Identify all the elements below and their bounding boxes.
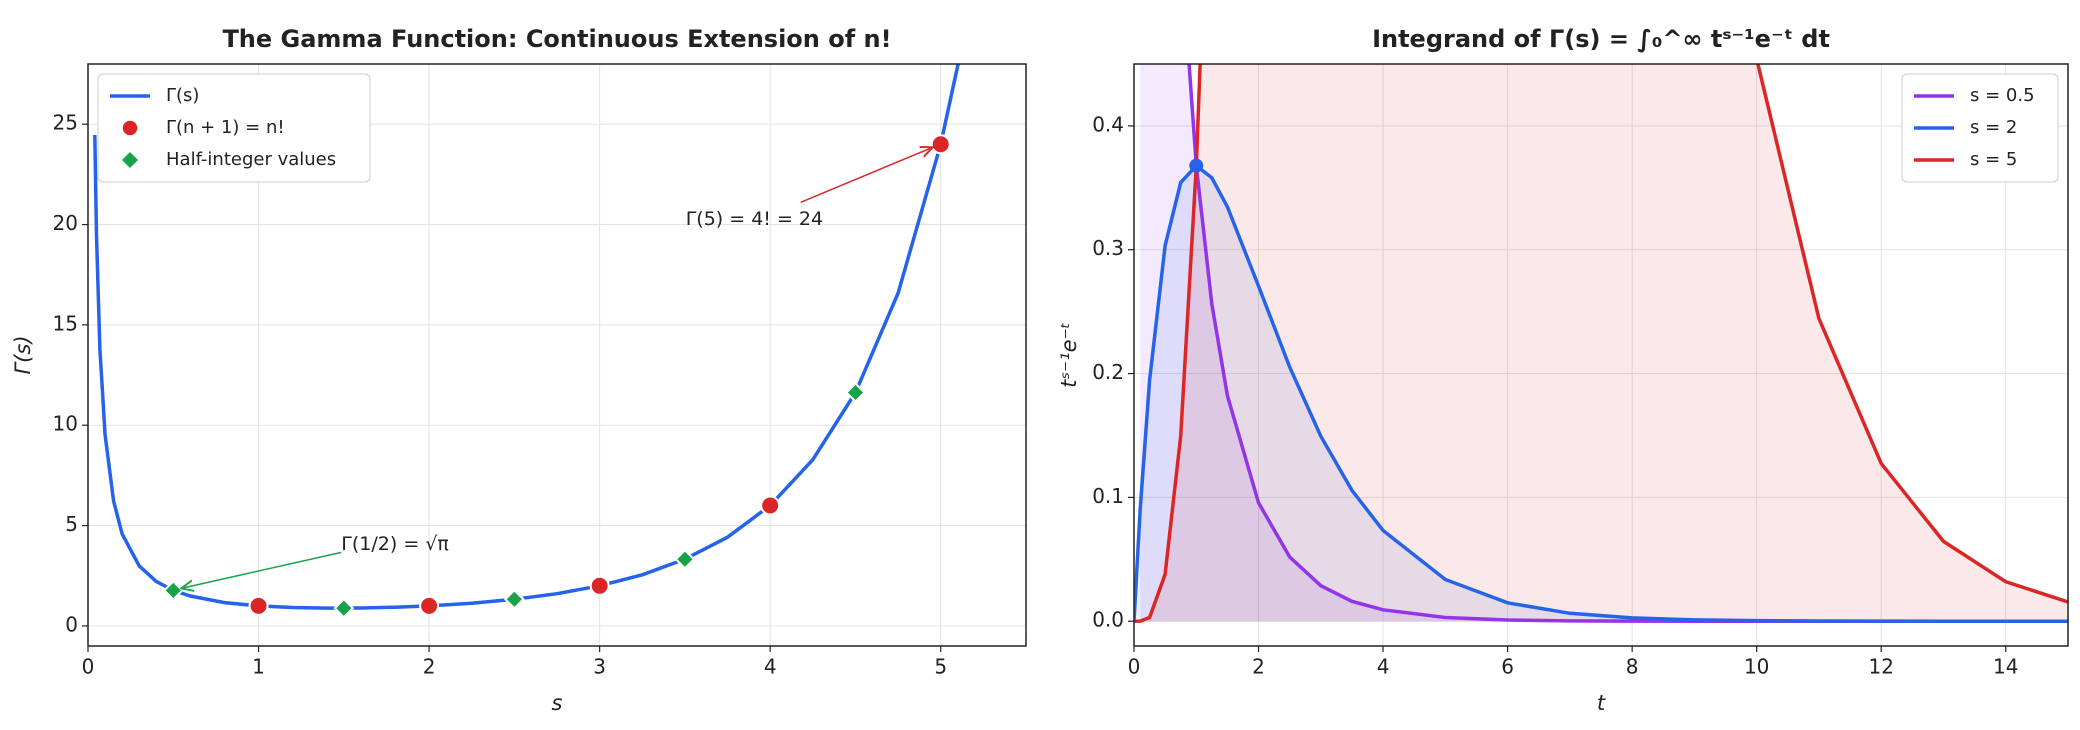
y-tick-label: 0.1 bbox=[1092, 484, 1124, 508]
chart-title: The Gamma Function: Continuous Extension… bbox=[222, 25, 891, 53]
point bbox=[930, 134, 951, 155]
point bbox=[333, 597, 355, 619]
x-tick-label: 2 bbox=[423, 655, 436, 679]
axes-frame bbox=[87, 63, 1027, 647]
line bbox=[1134, 163, 2068, 623]
x-axis-label: s bbox=[552, 691, 563, 715]
y-tick-label: 15 bbox=[53, 311, 78, 335]
point bbox=[674, 548, 696, 570]
legend-swatch bbox=[122, 152, 138, 168]
point bbox=[589, 575, 610, 596]
point bbox=[760, 495, 781, 516]
legend-label: Γ(s) bbox=[166, 85, 199, 106]
x-tick-label: 0 bbox=[1128, 655, 1141, 679]
x-tick-label: 4 bbox=[764, 655, 777, 679]
point bbox=[162, 579, 184, 601]
annotation-arrow bbox=[181, 551, 342, 588]
x-tick-label: 12 bbox=[1868, 655, 1893, 679]
annotation-arrow bbox=[800, 147, 933, 203]
x-tick-label: 0 bbox=[82, 655, 95, 679]
legend-label: s = 0.5 bbox=[1970, 85, 2035, 106]
x-tick-label: 14 bbox=[1993, 655, 2018, 679]
x-tick-label: 8 bbox=[1626, 655, 1639, 679]
legend-label: Γ(n + 1) = n! bbox=[166, 117, 285, 138]
y-tick-label: 20 bbox=[53, 211, 78, 235]
legend-label: s = 2 bbox=[1970, 117, 2017, 138]
y-tick-label: 10 bbox=[53, 412, 78, 436]
x-tick-label: 4 bbox=[1377, 655, 1390, 679]
y-tick-label: 0 bbox=[65, 612, 78, 636]
chart-title: Integrand of Γ(s) = ∫₀^∞ tˢ⁻¹e⁻ᵗ dt bbox=[1372, 25, 1830, 53]
axes-frame bbox=[1133, 63, 2069, 647]
y-tick-label: 0.3 bbox=[1092, 236, 1124, 260]
legend-label: Half-integer values bbox=[166, 149, 336, 170]
legend-swatch bbox=[121, 119, 139, 137]
point bbox=[503, 588, 525, 610]
line bbox=[93, 64, 960, 610]
legend-box bbox=[97, 73, 371, 183]
legend-label: s = 5 bbox=[1970, 149, 2017, 170]
y-tick-label: 0.2 bbox=[1092, 360, 1124, 384]
legend-box bbox=[1901, 73, 2059, 183]
x-tick-label: 10 bbox=[1744, 655, 1769, 679]
area-fill bbox=[1134, 64, 2068, 622]
annotation: Γ(5) = 4! = 24 bbox=[686, 208, 823, 230]
x-tick-label: 1 bbox=[252, 655, 265, 679]
y-tick-label: 5 bbox=[65, 512, 78, 536]
x-axis-label: t bbox=[1597, 691, 1606, 715]
y-tick-label: 0.4 bbox=[1092, 112, 1124, 136]
plot-area bbox=[93, 64, 960, 610]
x-tick-label: 2 bbox=[1252, 655, 1265, 679]
annotation: Γ(1/2) = √π bbox=[341, 533, 449, 555]
x-tick-label: 6 bbox=[1501, 655, 1514, 679]
point bbox=[248, 595, 269, 616]
x-tick-label: 3 bbox=[593, 655, 606, 679]
plot-area bbox=[1134, 64, 2068, 623]
y-tick-label: 0.0 bbox=[1092, 608, 1124, 632]
y-axis-label: Γ(s) bbox=[11, 335, 35, 374]
y-axis-label: tˢ⁻¹e⁻ᵗ bbox=[1057, 322, 1081, 388]
line bbox=[1134, 64, 2068, 623]
x-tick-label: 5 bbox=[934, 655, 947, 679]
y-tick-label: 25 bbox=[53, 111, 78, 135]
area-fill bbox=[1140, 64, 2068, 622]
point bbox=[419, 595, 440, 616]
peak-marker bbox=[1189, 158, 1204, 173]
point bbox=[845, 382, 866, 403]
